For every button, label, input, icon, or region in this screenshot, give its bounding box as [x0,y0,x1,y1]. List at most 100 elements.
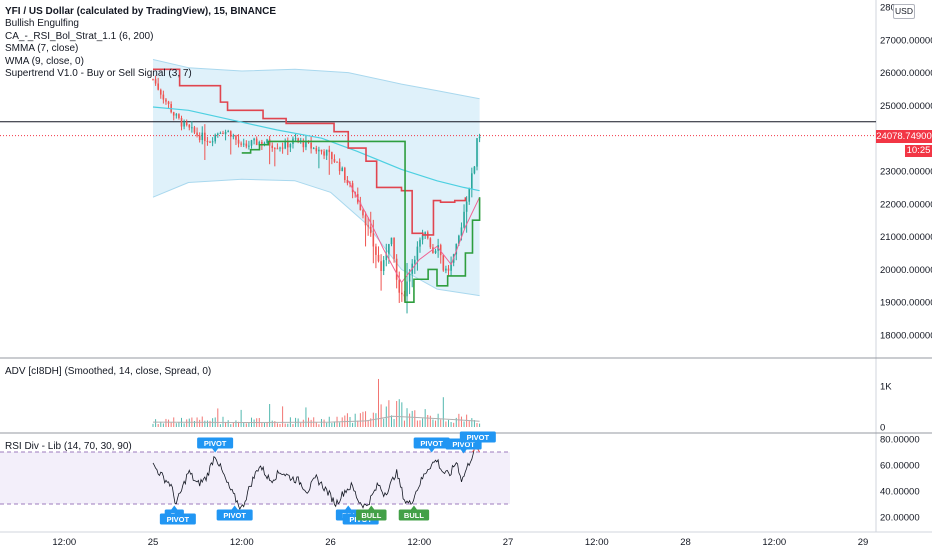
candle-body [375,246,377,255]
candle-body [178,114,180,119]
candle-body [416,246,419,260]
candle-body [432,247,434,253]
rsi-tick-label: 80.00000 [880,435,920,446]
candle-body [305,141,307,148]
candle-body [279,147,281,149]
legend-supertrend[interactable]: Supertrend V1.0 - Buy or Sell Signal (3,… [5,68,192,80]
candle-body [442,255,445,271]
candle-body [281,147,284,149]
candle-body [294,138,297,140]
candle-body [401,292,403,295]
candle-body [333,159,336,162]
candle-body [224,131,227,135]
candle-body [460,227,463,236]
candle-body [382,260,385,272]
candle-body [242,143,245,145]
candle-body [245,143,248,147]
candle-body [165,99,167,102]
time-tick-label: 12:00 [407,537,431,548]
candle-body [196,132,198,136]
candle-body [268,139,271,146]
signal-text: PIVOT [467,433,490,442]
signal-text: BULL [404,511,424,520]
signal-pointer [460,449,467,454]
candle-body [162,94,165,100]
candle-body [424,232,426,236]
candle-body [198,135,201,141]
time-axis: 12:00 25 12:00 26 12:00 27 12:00 28 12:00 29 [52,537,868,548]
price-tick-label: 26000.000000 [880,68,932,79]
candle-body [398,279,401,293]
candle-body [235,135,237,140]
signal-pointer [171,505,178,510]
candle-body [476,138,478,167]
rsi-line [152,443,480,511]
symbol-title[interactable]: YFI / US Dollar (calculated by TradingVi… [5,6,276,17]
candle-body [377,254,380,262]
candle-body [193,127,196,133]
candle-body [204,132,206,142]
price-tick-label: 27000.000000 [880,35,932,46]
candle-body [172,112,175,116]
price-axis: 18000.000000 19000.000000 20000.000000 2100… [880,3,932,342]
pivot-signal-label: PIVOT [459,431,496,447]
candle-body [331,152,333,160]
candle-body [445,268,447,271]
candle-body [250,140,253,146]
legend-bullish-engulfing[interactable]: Bullish Engulfing [5,18,79,30]
candle-body [297,138,299,141]
signal-pointer [231,505,238,510]
legend-smma[interactable]: SMMA (7, close) [5,43,79,55]
candle-body [289,143,292,148]
currency-button[interactable]: USD [893,4,915,19]
candle-body [450,262,452,271]
candle-body [310,142,312,149]
rsi-tick-label: 20.00000 [880,513,920,524]
candle-body [471,173,473,189]
time-tick-label: 25 [148,537,159,548]
signal-box [413,437,450,449]
adv-pane-label[interactable]: ADV [cI8DH] (Smoothed, 14, close, Spread… [5,366,212,377]
candle-body [261,141,263,144]
countdown-badge: 10:25 [905,145,932,157]
candle-body [302,140,305,148]
signal-pointer [212,448,219,453]
candle-body [421,235,424,240]
legend-wma[interactable]: WMA (9, close, 0) [5,55,84,67]
candle-body [152,79,154,81]
candle-body [286,142,289,148]
candle-body [359,202,362,211]
pivot-signal-label: PIVOT [413,437,450,453]
candle-body [315,148,318,152]
candle-body [211,141,214,143]
time-tick-label: 27 [503,537,514,548]
candle-body [318,149,320,152]
smma-line [152,106,480,192]
candle-body [157,83,159,90]
candle-body [175,114,178,116]
candle-body [183,121,185,127]
signal-box [398,509,430,521]
candle-body [323,151,325,156]
legend-rsi-bol-strat[interactable]: CA_-_RSI_Bol_Strat_1.1 (6, 200) [5,30,154,42]
signal-text: PIVOT [420,439,443,448]
candle-body [219,132,222,134]
signal-text: BULL [361,511,381,520]
candle-body [284,142,286,149]
candle-body [214,134,217,142]
supertrend-up-line [241,140,481,304]
signal-pointer [368,505,375,510]
signal-text: PIVOT [167,515,190,524]
candle-body [364,215,367,226]
candles [152,75,481,314]
rsi-pane-label[interactable]: RSI Div - Lib (14, 70, 30, 90) [5,441,132,452]
candle-body [217,133,219,135]
rsi-tick-label: 40.00000 [880,487,920,498]
candle-body [253,138,255,141]
candle-body [372,233,375,247]
candle-body [266,139,268,143]
wma-line [347,180,481,283]
candle-body [276,148,279,150]
volume-tick-label: 1K [880,382,892,393]
